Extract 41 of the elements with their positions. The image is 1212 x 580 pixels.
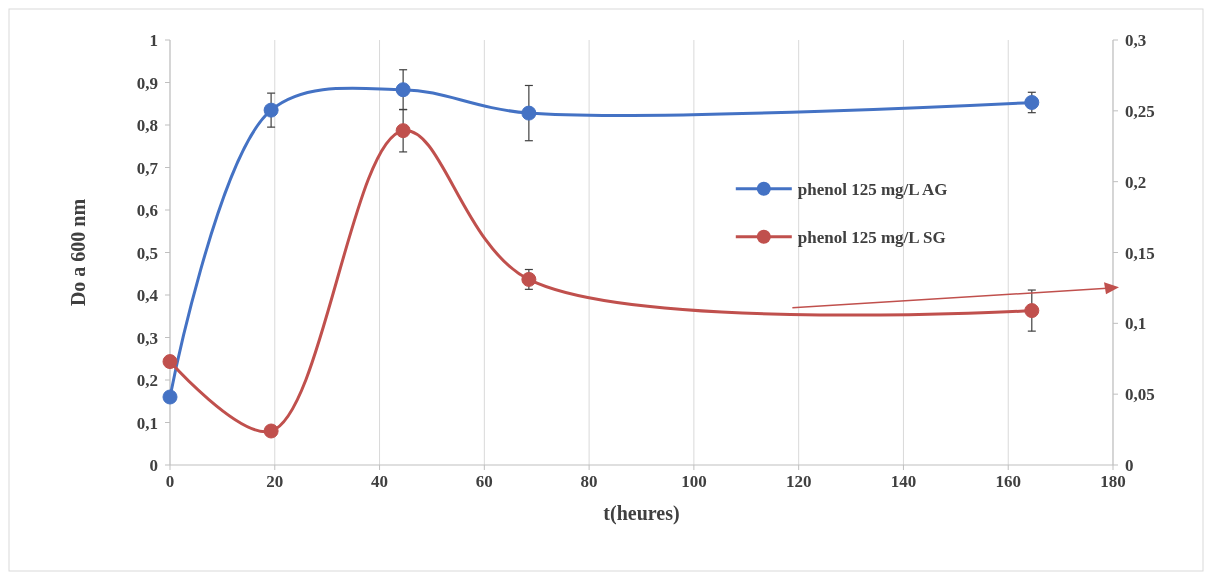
point [162,354,178,370]
y-tick-label: 0,4 [136,286,159,305]
point [521,105,537,121]
point [162,389,178,405]
y2-tick-label: 0,3 [1125,31,1147,50]
y-tick-label: 1 [149,31,158,50]
y-tick-label: 0,9 [136,73,158,93]
y-tick-label: 0,8 [136,116,158,135]
legend-label: phenol 125 mg/L SG [797,227,946,247]
x-tick-label: 120 [785,472,812,491]
point [1024,303,1040,319]
y-axis-title: Do a 600 nm [67,198,89,307]
y-tick-label: 0,6 [136,201,158,220]
point [395,123,411,139]
x-tick-label: 20 [266,472,284,491]
y2-tick-label: 0,05 [1125,385,1155,405]
y2-tick-label: 0,1 [1125,314,1147,334]
x-tick-label: 40 [371,472,389,491]
point [263,423,279,439]
point [395,82,411,98]
y-tick-label: 0 [149,456,158,475]
x-tick-label: 100 [681,472,707,491]
x-tick-label: 0 [165,472,175,491]
y-tick-label: 0,2 [136,371,158,390]
y-tick-label: 0,1 [136,413,158,433]
x-axis-title: t(heures) [603,502,680,525]
x-tick-label: 160 [995,472,1021,491]
point [263,102,279,118]
y-tick-label: 0,3 [136,328,158,348]
x-tick-label: 80 [580,472,598,491]
x-tick-label: 180 [1100,472,1126,491]
x-tick-label: 140 [890,472,917,491]
y-tick-label: 0,5 [136,243,158,263]
y2-tick-label: 0 [1125,456,1134,475]
x-tick-label: 60 [475,472,493,491]
point [1024,94,1040,110]
y-tick-label: 0,7 [136,158,159,178]
y2-tick-label: 0,15 [1125,243,1155,263]
legend-label: phenol 125 mg/L AG [797,179,948,199]
y2-tick-label: 0,2 [1125,172,1147,192]
y2-tick-label: 0,25 [1125,101,1155,121]
